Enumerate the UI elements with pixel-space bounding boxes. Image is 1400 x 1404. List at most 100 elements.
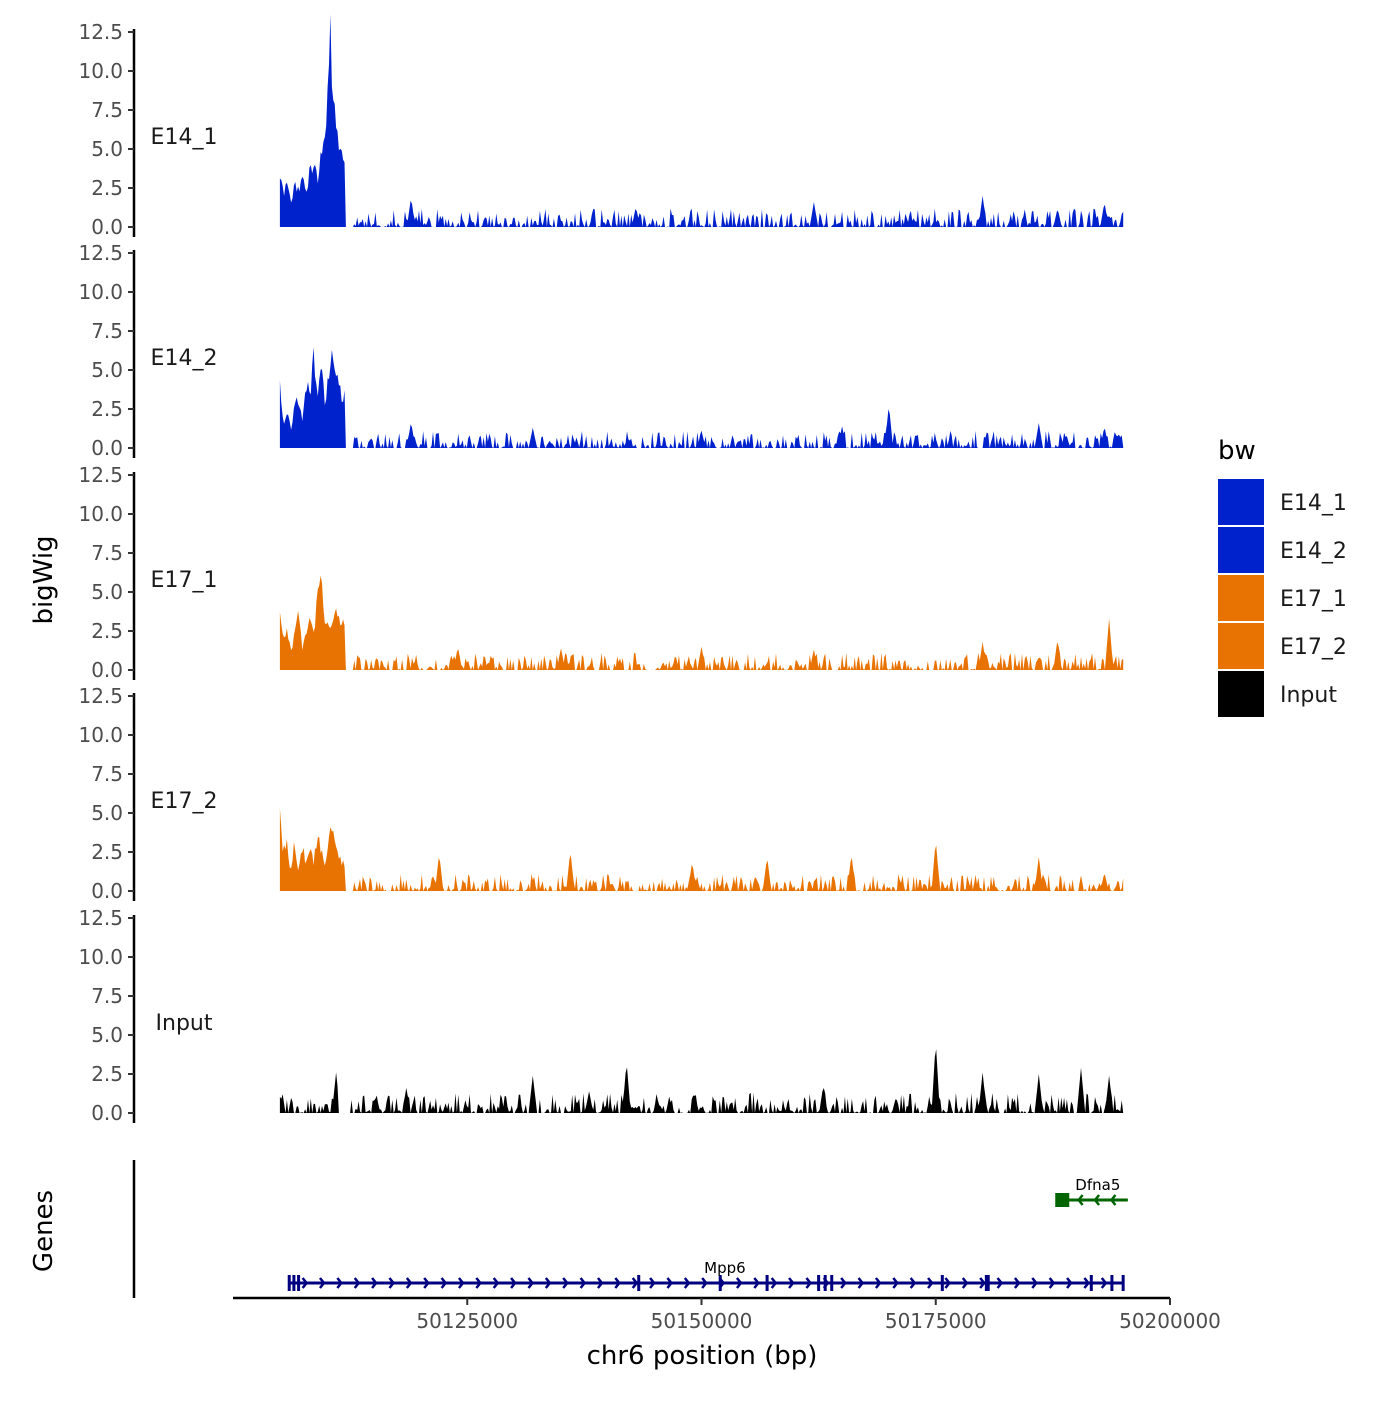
y-tick-label: 5.0 (91, 801, 123, 825)
signal-area-e14-2 (279, 347, 1124, 448)
strand-arrow (770, 1277, 778, 1289)
strand-arrow (1093, 1194, 1101, 1206)
strand-arrow (944, 1277, 952, 1289)
legend-entry: Input (1218, 671, 1337, 717)
gene-exon (986, 1275, 990, 1291)
strand-arrow (857, 1277, 865, 1289)
y-tick-label: 10.0 (78, 280, 123, 304)
strand-arrow (1100, 1277, 1108, 1289)
strand-arrow (353, 1277, 361, 1289)
signal-area-e17-1 (279, 575, 1124, 670)
strand-arrow (788, 1277, 795, 1289)
gene-exon (984, 1275, 988, 1291)
strand-arrow (1083, 1277, 1091, 1289)
strand-arrow (1048, 1277, 1056, 1289)
gene-exon (1110, 1275, 1114, 1291)
strand-arrow (336, 1277, 343, 1289)
track-label: E17_1 (151, 568, 218, 593)
track-panel-e14-2: 0.0 2.5 5.0 7.5 10.0 12.5 E14_2 (78, 241, 1124, 460)
strand-arrow (510, 1277, 517, 1289)
strand-arrow (527, 1277, 535, 1289)
y-tick-label: 10.0 (78, 723, 123, 747)
track-label: Input (156, 1011, 213, 1036)
y-tick-label: 12.5 (78, 20, 123, 44)
strand-arrow (371, 1277, 378, 1289)
gene-exon (830, 1275, 834, 1291)
gene-label: Dfna5 (1075, 1176, 1120, 1194)
strand-arrow (388, 1277, 396, 1289)
strand-arrow (544, 1277, 552, 1289)
track-label: E14_2 (151, 346, 218, 371)
strand-arrow (423, 1277, 430, 1289)
strand-arrow (562, 1277, 569, 1289)
y-tick-label: 12.5 (78, 684, 123, 708)
strand-arrow (1013, 1277, 1021, 1289)
strand-arrow (1066, 1277, 1073, 1289)
legend-label-e14-1: E14_1 (1280, 491, 1347, 516)
track-label: E14_1 (151, 125, 218, 150)
strand-arrow (979, 1277, 986, 1289)
strand-arrow (892, 1277, 899, 1289)
y-tick-label: 2.5 (91, 1062, 123, 1086)
y-tick-label: 2.5 (91, 397, 123, 421)
y-axis-title: bigWig (29, 535, 59, 624)
signal-area-e17-2 (279, 807, 1124, 891)
x-tick-label: 50150000 (651, 1309, 753, 1333)
gene-exon (637, 1275, 641, 1291)
gene-exon (297, 1275, 301, 1291)
gene-exon (287, 1275, 291, 1291)
legend-label-e17-2: E17_2 (1280, 635, 1347, 660)
legend-title: bw (1218, 436, 1256, 466)
gene-exon (718, 1275, 722, 1291)
legend-key-e17-2 (1218, 623, 1264, 669)
strand-arrow (475, 1277, 482, 1289)
strand-arrow (1077, 1194, 1084, 1206)
tracks-layer: 0.0 2.5 5.0 7.5 10.0 12.5 E14_1 0.0 2.5 5.0 7.5 10.… (78, 14, 1124, 1125)
y-tick-label: 2.5 (91, 176, 123, 200)
strand-arrow (457, 1277, 465, 1289)
y-tick-label: 2.5 (91, 619, 123, 643)
y-tick-label: 5.0 (91, 358, 123, 382)
gene-dfna5: Dfna5 (1055, 1176, 1128, 1207)
strand-arrow (596, 1277, 604, 1289)
legend-entry: E14_1 (1218, 479, 1347, 525)
gene-exon (292, 1275, 296, 1291)
gene-exon (1089, 1275, 1093, 1291)
gene-mpp6: Mpp6 (287, 1259, 1125, 1291)
y-tick-label: 5.0 (91, 1023, 123, 1047)
strand-arrow (927, 1277, 934, 1289)
strand-arrow (405, 1277, 413, 1289)
legend-key-input (1218, 671, 1264, 717)
y-tick-label: 0.0 (91, 1101, 123, 1125)
y-tick-label: 7.5 (91, 541, 123, 565)
strand-arrow (996, 1277, 1004, 1289)
y-tick-label: 7.5 (91, 98, 123, 122)
legend-entry: E17_1 (1218, 575, 1347, 621)
gene-exon (1121, 1275, 1125, 1291)
y-tick-label: 10.0 (78, 59, 123, 83)
track-panel-input: 0.0 2.5 5.0 7.5 10.0 12.5 Input (78, 906, 1124, 1125)
track-label: E17_2 (151, 789, 218, 814)
x-tick-label: 50125000 (416, 1309, 518, 1333)
signal-area-input (279, 1049, 1124, 1113)
y-tick-label: 10.0 (78, 502, 123, 526)
strand-arrow (1031, 1277, 1038, 1289)
track-panel-e17-2: 0.0 2.5 5.0 7.5 10.0 12.5 E17_2 (78, 684, 1124, 903)
y-tick-label: 0.0 (91, 215, 123, 239)
y-tick-label: 2.5 (91, 840, 123, 864)
strand-arrow (683, 1277, 691, 1289)
gene-exon (1055, 1193, 1070, 1207)
track-panel-e14-1: 0.0 2.5 5.0 7.5 10.0 12.5 E14_1 (78, 14, 1124, 239)
strand-arrow (909, 1277, 917, 1289)
y-tick-label: 12.5 (78, 241, 123, 265)
legend: bw E14_1 E14_2 E17_1 E17_2 Input (1218, 436, 1347, 717)
x-tick-label: 50175000 (885, 1309, 987, 1333)
genes-axis-title: Genes (29, 1190, 59, 1272)
y-tick-label: 7.5 (91, 762, 123, 786)
genes-panel: 50125000 50150000 50175000 50200000 Mpp6 Dfna… (132, 1160, 1221, 1333)
legend-label-input: Input (1280, 683, 1337, 708)
y-tick-label: 5.0 (91, 580, 123, 604)
y-tick-label: 7.5 (91, 984, 123, 1008)
